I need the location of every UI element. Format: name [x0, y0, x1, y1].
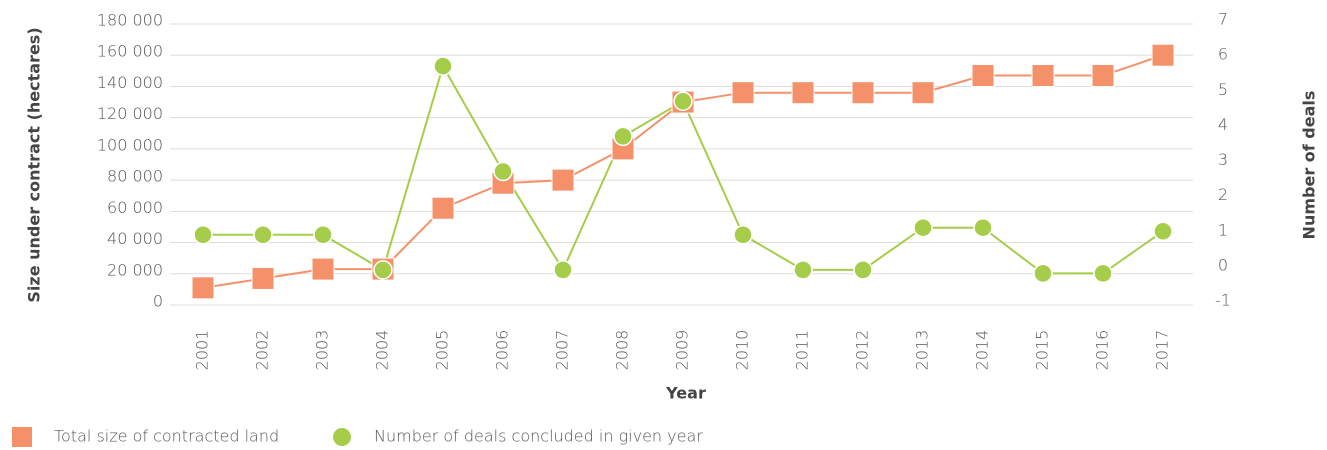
x-tick-label: 2002 [253, 330, 272, 371]
circle-marker [373, 260, 393, 280]
y2-tick-label: 0 [1218, 255, 1228, 274]
y-axis-title: Size under contract (hectares) [25, 27, 44, 302]
circle-marker [313, 225, 333, 245]
y-tick-label: 20 000 [107, 260, 163, 279]
legend-swatch [333, 428, 351, 446]
circle-marker [1033, 263, 1053, 284]
circle-marker [253, 225, 273, 245]
x-axis-title: Year [665, 384, 706, 403]
y2-tick-label: -1 [1215, 291, 1231, 310]
x-tick-label: 2009 [673, 330, 692, 371]
x-tick-label: 2001 [193, 330, 212, 371]
legend-label: Number of deals concluded in given year [374, 427, 703, 446]
circle-marker [1093, 263, 1113, 284]
legend-label: Total size of contracted land [54, 427, 279, 446]
circle-marker [193, 225, 213, 245]
square-marker [251, 266, 275, 290]
x-tick-label: 2006 [493, 330, 512, 371]
square-marker [1091, 64, 1115, 88]
square-marker [971, 64, 995, 88]
x-tick-label: 2004 [373, 330, 392, 371]
x-tick-label: 2016 [1093, 330, 1112, 371]
square-marker [851, 81, 875, 105]
series-line [202, 54, 1164, 289]
circle-marker [793, 260, 813, 280]
y2-tick-label: 3 [1218, 150, 1228, 169]
square-marker [1031, 64, 1055, 88]
square-marker [431, 196, 455, 220]
circle-marker [673, 91, 693, 112]
y2-axis-title: Number of deals [1300, 91, 1319, 240]
y2-tick-label: 1 [1218, 220, 1228, 239]
square-marker [1151, 43, 1175, 67]
circle-marker [493, 161, 513, 182]
y-tick-label: 80 000 [107, 167, 163, 186]
legend-swatch [12, 427, 32, 447]
y2-tick-label: 2 [1218, 185, 1228, 204]
circle-marker [433, 56, 453, 76]
x-tick-label: 2015 [1033, 330, 1052, 371]
x-tick-label: 2012 [853, 330, 872, 371]
y-tick-label: 40 000 [107, 229, 163, 248]
y-tick-label: 0 [153, 292, 163, 311]
y2-tick-label: 5 [1218, 80, 1228, 99]
y-tick-label: 180 000 [97, 11, 163, 30]
y2-tick-label: 7 [1218, 10, 1228, 29]
circle-marker [613, 126, 633, 147]
circle-marker [973, 217, 993, 238]
square-marker [191, 276, 215, 300]
y2-tick-label: 4 [1218, 115, 1228, 134]
x-tick-label: 2017 [1153, 330, 1172, 371]
y-tick-label: 100 000 [97, 135, 163, 154]
x-tick-label: 2011 [793, 330, 812, 371]
circle-marker [733, 225, 753, 245]
x-tick-label: 2005 [433, 330, 452, 371]
circle-marker [553, 260, 573, 280]
x-tick-label: 2003 [313, 330, 332, 371]
square-marker [311, 257, 335, 281]
circle-marker [853, 260, 873, 280]
x-tick-label: 2010 [733, 330, 752, 371]
circle-marker [1153, 221, 1173, 241]
y-tick-label: 140 000 [97, 73, 163, 92]
square-marker [551, 168, 575, 192]
x-tick-label: 2007 [553, 330, 572, 371]
y2-tick-label: 6 [1218, 45, 1228, 64]
x-tick-label: 2008 [613, 330, 632, 371]
y-tick-label: 60 000 [107, 198, 163, 217]
circle-marker [913, 217, 933, 238]
square-marker [791, 81, 815, 105]
x-tick-label: 2014 [973, 330, 992, 371]
square-marker [731, 81, 755, 105]
y-tick-label: 120 000 [97, 104, 163, 123]
x-tick-label: 2013 [913, 330, 932, 371]
y-tick-label: 160 000 [97, 42, 163, 61]
square-marker [911, 81, 935, 105]
